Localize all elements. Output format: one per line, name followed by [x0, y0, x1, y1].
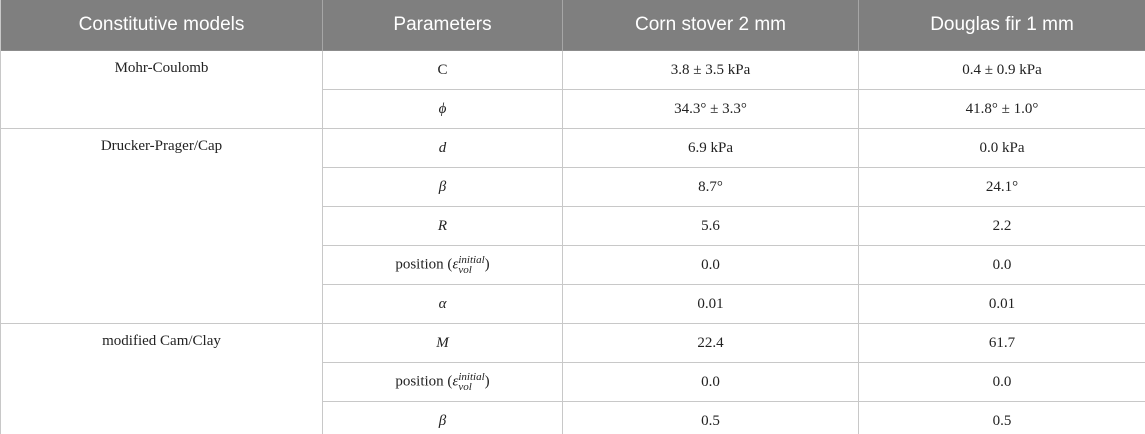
- value-cell: 5.6: [562, 206, 859, 246]
- parameter-symbol: α: [438, 295, 447, 312]
- value-cell: 0.0: [858, 245, 1145, 285]
- header-cell: Douglas fir 1 mm: [858, 0, 1145, 51]
- parameter-cell: position (ε initial vol): [322, 245, 563, 285]
- header-cell: Parameters: [322, 0, 563, 51]
- parameter-symbol: ε: [452, 256, 459, 273]
- table-row: β 0.5 0.5: [1, 401, 1145, 434]
- parameter-suffix: ): [484, 373, 490, 390]
- table-row: position (ε initial vol) 0.0 0.0: [1, 245, 1145, 285]
- value-cell: 6.9 kPa: [562, 128, 859, 168]
- table-row: modified Cam/Clay M 22.4 61.7: [0, 323, 1145, 434]
- parameter-suffix: ): [484, 256, 490, 273]
- header-cell: Corn stover 2 mm: [562, 0, 859, 51]
- value-cell: 0.01: [562, 284, 859, 324]
- model-cell: modified Cam/Clay: [0, 323, 323, 434]
- parameter-text: C: [437, 61, 448, 78]
- superscript: initial: [458, 254, 485, 266]
- table-row: Mohr-Coulomb C 3.8 ± 3.5 kPa 0.4 ± 0.9 kPa: [0, 50, 1145, 129]
- value-cell: 24.1°: [858, 167, 1145, 207]
- subscript: vol: [458, 264, 472, 276]
- value-cell: 0.0: [562, 362, 859, 402]
- header-row: Constitutive models Parameters Corn stover…: [0, 0, 1145, 51]
- value-cell: 0.0: [562, 245, 859, 285]
- parameter-symbol: M: [436, 334, 449, 351]
- subscript: vol: [458, 381, 472, 393]
- parameter-symbol: R: [437, 217, 448, 234]
- parameter-cell: C: [322, 50, 563, 90]
- header-cell: Constitutive models: [0, 0, 323, 51]
- value-cell: 0.0 kPa: [858, 128, 1145, 168]
- value-cell: 41.8° ± 1.0°: [858, 89, 1145, 129]
- parameter-cell: α: [322, 284, 563, 324]
- value-cell: 0.01: [858, 284, 1145, 324]
- value-cell: 3.8 ± 3.5 kPa: [562, 50, 859, 90]
- parameter-scripts: initial vol: [458, 254, 485, 276]
- value-cell: 0.4 ± 0.9 kPa: [858, 50, 1145, 90]
- parameter-cell: position (ε initial vol): [322, 362, 563, 402]
- value-cell: 22.4: [562, 323, 859, 363]
- parameter-scripts: initial vol: [458, 371, 485, 393]
- parameter-symbol: ϕ: [438, 100, 447, 117]
- value-cell: 0.5: [858, 401, 1145, 434]
- parameter-symbol: β: [438, 178, 447, 195]
- parameter-cell: M: [322, 323, 563, 363]
- table-row: ϕ 34.3° ± 3.3° 41.8° ± 1.0°: [1, 89, 1145, 129]
- parameter-symbol: β: [438, 412, 447, 429]
- value-cell: 0.5: [562, 401, 859, 434]
- value-cell: 0.0: [858, 362, 1145, 402]
- value-cell: 61.7: [858, 323, 1145, 363]
- table-body: Mohr-Coulomb C 3.8 ± 3.5 kPa 0.4 ± 0.9 kPa ϕ…: [0, 50, 1145, 434]
- parameter-prefix: position (: [395, 256, 453, 273]
- parameter-cell: ϕ: [322, 89, 563, 129]
- superscript: initial: [458, 371, 485, 383]
- table-row: Drucker-Prager/Cap d 6.9 kPa 0.0 kPa: [0, 128, 1145, 324]
- table-row: position (ε initial vol) 0.0 0.0: [1, 362, 1145, 402]
- parameter-cell: β: [322, 167, 563, 207]
- model-cell: Drucker-Prager/Cap: [0, 128, 323, 324]
- value-cell: 8.7°: [562, 167, 859, 207]
- parameter-cell: d: [322, 128, 563, 168]
- parameter-symbol: ε: [452, 373, 459, 390]
- parameter-prefix: position (: [395, 373, 453, 390]
- parameter-cell: R: [322, 206, 563, 246]
- model-cell: Mohr-Coulomb: [0, 50, 323, 129]
- parameter-symbol: d: [438, 139, 447, 156]
- table-row: β 8.7° 24.1°: [1, 167, 1145, 207]
- parameter-cell: β: [322, 401, 563, 434]
- value-cell: 2.2: [858, 206, 1145, 246]
- value-cell: 34.3° ± 3.3°: [562, 89, 859, 129]
